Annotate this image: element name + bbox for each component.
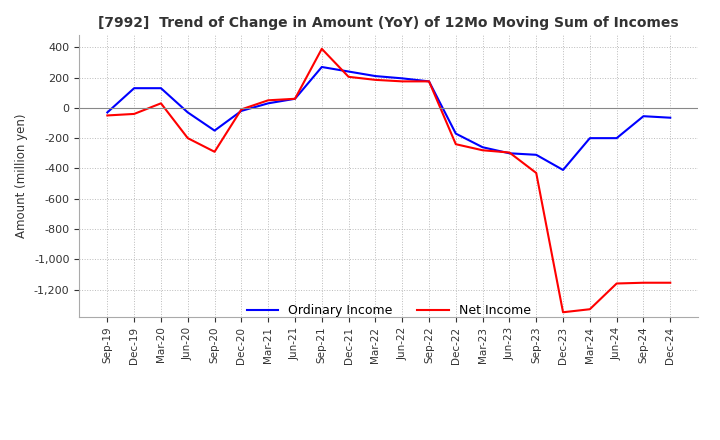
Net Income xyxy=(559,310,567,315)
Net Income xyxy=(371,77,379,83)
Net Income xyxy=(103,113,112,118)
Ordinary Income xyxy=(103,110,112,115)
Line: Ordinary Income: Ordinary Income xyxy=(107,67,670,170)
Ordinary Income xyxy=(666,115,675,121)
Ordinary Income xyxy=(157,85,166,91)
Ordinary Income xyxy=(291,96,300,102)
Ordinary Income xyxy=(130,85,138,91)
Ordinary Income xyxy=(371,73,379,79)
Net Income xyxy=(666,280,675,286)
Ordinary Income xyxy=(505,150,514,156)
Net Income xyxy=(639,280,648,286)
Ordinary Income xyxy=(318,64,326,70)
Net Income xyxy=(451,142,460,147)
Net Income xyxy=(398,79,407,84)
Net Income xyxy=(184,136,192,141)
Net Income xyxy=(425,79,433,84)
Ordinary Income xyxy=(585,136,594,141)
Legend: Ordinary Income, Net Income: Ordinary Income, Net Income xyxy=(242,300,536,323)
Net Income xyxy=(478,148,487,153)
Net Income xyxy=(157,101,166,106)
Title: [7992]  Trend of Change in Amount (YoY) of 12Mo Moving Sum of Incomes: [7992] Trend of Change in Amount (YoY) o… xyxy=(99,16,679,30)
Ordinary Income xyxy=(559,167,567,172)
Ordinary Income xyxy=(344,69,353,74)
Net Income xyxy=(612,281,621,286)
Net Income xyxy=(291,96,300,102)
Net Income xyxy=(264,98,272,103)
Ordinary Income xyxy=(398,76,407,81)
Net Income xyxy=(532,170,541,176)
Ordinary Income xyxy=(425,79,433,84)
Net Income xyxy=(237,107,246,112)
Ordinary Income xyxy=(478,145,487,150)
Net Income xyxy=(585,307,594,312)
Net Income xyxy=(210,149,219,154)
Net Income xyxy=(344,74,353,80)
Ordinary Income xyxy=(639,114,648,119)
Ordinary Income xyxy=(451,131,460,136)
Ordinary Income xyxy=(184,110,192,115)
Ordinary Income xyxy=(264,101,272,106)
Ordinary Income xyxy=(237,108,246,114)
Net Income xyxy=(318,46,326,51)
Y-axis label: Amount (million yen): Amount (million yen) xyxy=(15,114,28,238)
Net Income xyxy=(130,111,138,117)
Net Income xyxy=(505,150,514,155)
Ordinary Income xyxy=(210,128,219,133)
Ordinary Income xyxy=(612,136,621,141)
Line: Net Income: Net Income xyxy=(107,49,670,312)
Ordinary Income xyxy=(532,152,541,158)
